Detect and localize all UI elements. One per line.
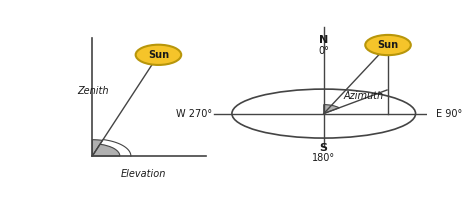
Text: E 90°: E 90°	[436, 109, 462, 119]
Wedge shape	[92, 144, 120, 156]
Text: 0°: 0°	[319, 46, 329, 56]
Text: 180°: 180°	[312, 153, 335, 163]
Text: Azimuth: Azimuth	[344, 91, 384, 101]
Text: Zenith: Zenith	[78, 86, 109, 96]
Text: Sun: Sun	[148, 50, 169, 60]
Text: S: S	[320, 143, 328, 153]
Text: Elevation: Elevation	[121, 169, 166, 179]
Text: Sun: Sun	[377, 40, 399, 50]
Wedge shape	[324, 105, 339, 114]
Text: W 270°: W 270°	[175, 109, 212, 119]
Wedge shape	[92, 140, 102, 156]
Circle shape	[136, 45, 181, 65]
Circle shape	[365, 35, 411, 55]
Text: N: N	[319, 35, 328, 45]
